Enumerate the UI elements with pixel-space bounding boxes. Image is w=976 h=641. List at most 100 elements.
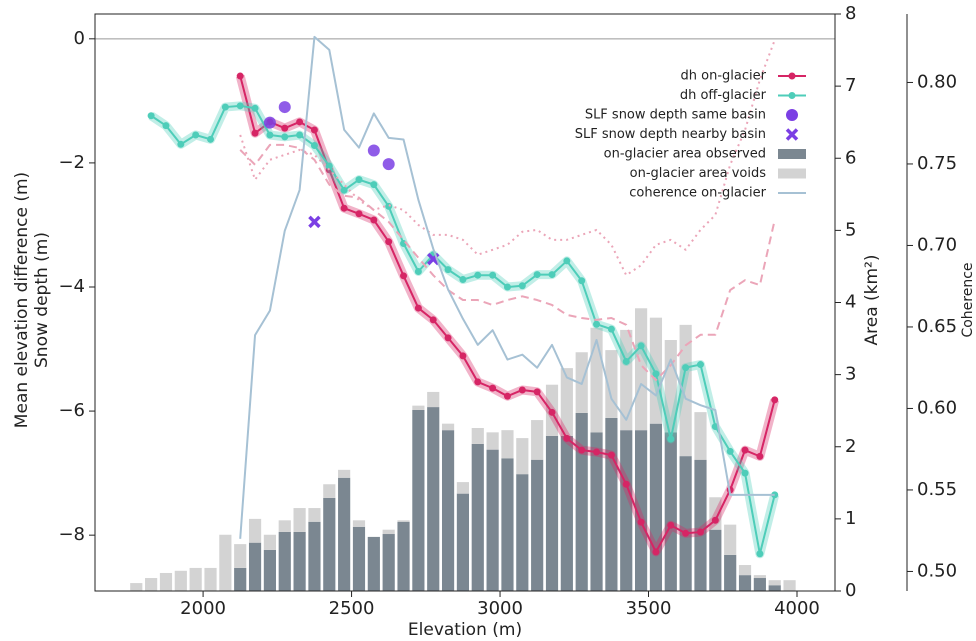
legend-marker	[785, 128, 799, 141]
bar	[308, 508, 321, 522]
point	[367, 144, 380, 157]
bar	[323, 497, 336, 591]
point	[533, 271, 541, 279]
bar	[427, 407, 440, 591]
y2-tick-label: 6	[845, 147, 856, 168]
legend-entry: on-glacier area voids	[630, 166, 806, 181]
y-axis-label: Mean elevation difference (m)	[12, 172, 32, 428]
bar	[456, 493, 470, 591]
legend-entry: coherence on-glacier	[629, 186, 806, 201]
point	[207, 135, 215, 143]
point	[147, 112, 155, 120]
point	[444, 266, 452, 274]
y3-tick-label: 0.50	[917, 560, 957, 581]
bar	[248, 542, 262, 591]
point	[756, 550, 764, 558]
bar	[278, 531, 291, 591]
y-tick-label: −6	[58, 400, 85, 421]
point	[489, 384, 497, 392]
x-tick-label: 2000	[180, 598, 226, 619]
point	[667, 435, 675, 443]
bar	[605, 417, 618, 591]
bar	[204, 567, 217, 591]
x-axis-label: Elevation (m)	[408, 620, 522, 640]
y3-tick-label: 0.60	[917, 397, 957, 418]
point	[177, 140, 185, 148]
bar	[441, 423, 455, 431]
legend-entry: dh off-glacier	[680, 88, 806, 103]
point	[548, 271, 556, 279]
bar	[263, 534, 276, 550]
y2-tick-label: 3	[845, 364, 856, 385]
point	[726, 447, 734, 455]
x-tick-label: 3500	[626, 598, 672, 619]
point	[563, 257, 571, 265]
bar	[441, 430, 455, 591]
legend-entry: SLF snow depth same basin	[585, 108, 798, 123]
bar	[545, 435, 559, 591]
bar	[219, 534, 232, 591]
y3-tick-label: 0.65	[917, 316, 957, 337]
point	[414, 304, 422, 312]
bar	[501, 458, 514, 591]
line	[239, 35, 775, 539]
point	[474, 271, 482, 279]
point	[503, 392, 511, 400]
bar	[664, 340, 677, 433]
point	[741, 446, 749, 454]
bar	[649, 423, 663, 591]
bar	[323, 484, 336, 498]
y3-tick-label: 0.80	[917, 71, 957, 92]
point	[281, 124, 289, 132]
bar	[338, 477, 351, 591]
point	[652, 548, 660, 556]
bar	[709, 529, 722, 591]
point	[310, 142, 318, 150]
y-tick-label: 0	[74, 28, 85, 49]
legend-label: on-glacier area voids	[630, 166, 767, 181]
bar	[486, 449, 499, 591]
y-axis-label: Snow depth (m)	[32, 232, 52, 368]
bar	[397, 520, 410, 522]
point	[578, 446, 586, 454]
y3-tick-label: 0.55	[917, 479, 957, 500]
bar	[516, 474, 529, 591]
point	[756, 452, 764, 460]
x-tick-label: 4000	[774, 598, 820, 619]
bar	[293, 508, 306, 532]
legend-marker	[788, 72, 796, 80]
bar	[338, 469, 351, 478]
point	[266, 131, 274, 139]
bar	[412, 405, 425, 410]
point	[741, 469, 749, 477]
point	[459, 276, 467, 284]
legend-label: dh off-glacier	[680, 88, 767, 103]
point	[696, 361, 704, 369]
plot-area	[95, 35, 835, 591]
point	[474, 378, 482, 386]
bar	[605, 350, 618, 418]
bar	[694, 459, 707, 591]
point	[696, 528, 704, 536]
bar	[738, 565, 752, 576]
point	[607, 325, 615, 333]
bar	[531, 459, 544, 591]
bar	[427, 391, 440, 408]
point	[281, 133, 289, 141]
point	[414, 267, 422, 275]
bar	[130, 583, 143, 591]
legend-patch	[778, 168, 806, 179]
y2-tick-label: 1	[845, 508, 856, 529]
bar	[159, 572, 173, 591]
bar	[367, 536, 380, 591]
line	[239, 39, 776, 277]
point	[251, 129, 259, 137]
point	[296, 118, 304, 126]
point	[236, 72, 244, 80]
legend-label: dh on-glacier	[681, 69, 767, 84]
bar	[575, 412, 588, 591]
point	[637, 342, 645, 350]
legend-marker	[788, 92, 796, 99]
point	[622, 357, 630, 365]
